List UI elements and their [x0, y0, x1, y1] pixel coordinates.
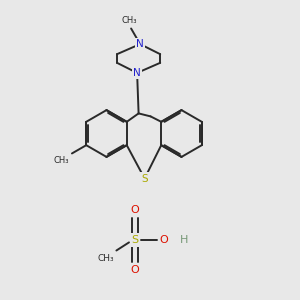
Text: S: S — [131, 235, 139, 245]
Text: H: H — [180, 235, 188, 245]
Text: CH₃: CH₃ — [98, 254, 114, 263]
Text: N: N — [133, 68, 141, 78]
Text: CH₃: CH₃ — [122, 16, 137, 25]
Text: N: N — [136, 39, 144, 49]
Text: O: O — [130, 206, 140, 215]
Text: O: O — [159, 235, 168, 245]
Text: CH₃: CH₃ — [53, 156, 69, 165]
Text: O: O — [130, 265, 140, 275]
Text: S: S — [141, 173, 148, 184]
